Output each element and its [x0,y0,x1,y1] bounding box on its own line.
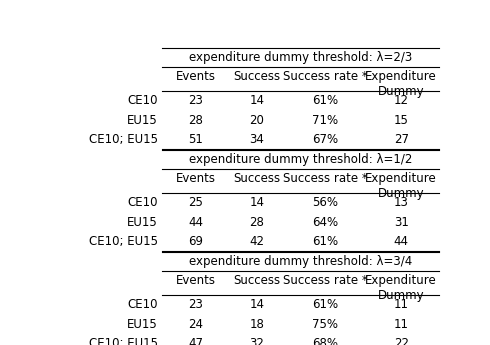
Text: CE10; EU15: CE10; EU15 [89,337,158,345]
Text: 12: 12 [393,95,409,107]
Text: CE10; EU15: CE10; EU15 [89,133,158,146]
Text: 44: 44 [393,235,409,248]
Text: Events: Events [176,70,216,82]
Text: 64%: 64% [312,216,338,228]
Text: 67%: 67% [312,133,338,146]
Text: 47: 47 [189,337,203,345]
Text: 56%: 56% [312,196,338,209]
Text: expenditure dummy threshold: λ=3/4: expenditure dummy threshold: λ=3/4 [189,255,412,268]
Text: 11: 11 [393,317,409,331]
Text: 28: 28 [189,114,203,127]
Text: Expenditure
Dummy: Expenditure Dummy [365,171,437,199]
Text: EU15: EU15 [127,114,158,127]
Text: 69: 69 [189,235,203,248]
Text: 27: 27 [393,133,409,146]
Text: 42: 42 [249,235,264,248]
Text: 25: 25 [189,196,203,209]
Text: 24: 24 [189,317,203,331]
Text: 61%: 61% [312,298,338,312]
Text: 31: 31 [393,216,409,228]
Text: 75%: 75% [312,317,338,331]
Text: 20: 20 [249,114,264,127]
Text: Success: Success [233,274,280,287]
Text: Events: Events [176,171,216,185]
Text: 32: 32 [249,337,264,345]
Text: 61%: 61% [312,95,338,107]
Text: 15: 15 [393,114,409,127]
Text: EU15: EU15 [127,317,158,331]
Text: CE10: CE10 [127,298,158,312]
Text: expenditure dummy threshold: λ=2/3: expenditure dummy threshold: λ=2/3 [189,51,412,64]
Text: EU15: EU15 [127,216,158,228]
Text: 34: 34 [249,133,264,146]
Text: Success: Success [233,70,280,82]
Text: 44: 44 [189,216,203,228]
Text: CE10; EU15: CE10; EU15 [89,235,158,248]
Text: 11: 11 [393,298,409,312]
Text: 22: 22 [393,337,409,345]
Text: expenditure dummy threshold: λ=1/2: expenditure dummy threshold: λ=1/2 [189,153,412,166]
Text: 13: 13 [393,196,409,209]
Text: 14: 14 [249,196,264,209]
Text: 14: 14 [249,95,264,107]
Text: Expenditure
Dummy: Expenditure Dummy [365,274,437,302]
Text: Expenditure
Dummy: Expenditure Dummy [365,70,437,98]
Text: Success rate *: Success rate * [283,274,368,287]
Text: 61%: 61% [312,235,338,248]
Text: Success: Success [233,171,280,185]
Text: 28: 28 [249,216,264,228]
Text: 23: 23 [189,298,203,312]
Text: 18: 18 [249,317,264,331]
Text: 68%: 68% [312,337,338,345]
Text: 14: 14 [249,298,264,312]
Text: Success rate *: Success rate * [283,171,368,185]
Text: 51: 51 [189,133,203,146]
Text: CE10: CE10 [127,196,158,209]
Text: Events: Events [176,274,216,287]
Text: CE10: CE10 [127,95,158,107]
Text: 71%: 71% [312,114,338,127]
Text: 23: 23 [189,95,203,107]
Text: Success rate *: Success rate * [283,70,368,82]
